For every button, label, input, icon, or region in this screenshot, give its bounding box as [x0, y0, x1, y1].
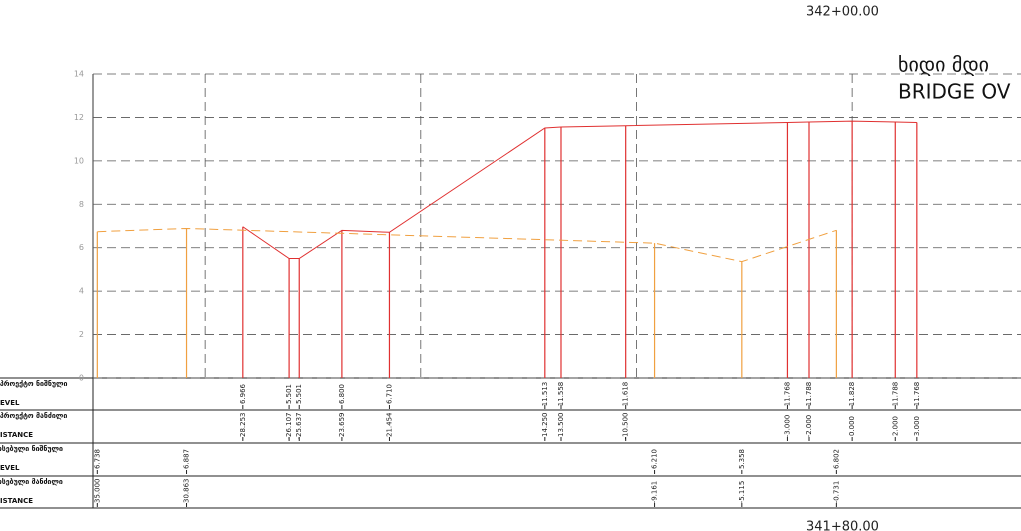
y-tick-label: 6 [79, 243, 84, 252]
distance-label: 0.000 [848, 416, 856, 436]
level-label: 5.501 [295, 384, 303, 404]
station-top: 342+00.00 [806, 5, 879, 20]
level-label: 6.710 [385, 384, 393, 404]
row-label: რსებული მანძილი [0, 478, 63, 486]
subtitle: BRIDGE OV [898, 80, 1011, 104]
level-label: 5.501 [285, 384, 293, 404]
level-label: 5.358 [738, 449, 746, 469]
y-tick-label: 4 [79, 287, 84, 296]
row-sublabel: EVEL [0, 399, 20, 407]
level-label: 11.768 [783, 382, 791, 407]
distance-label: -35.000 [93, 478, 101, 505]
distance-label: -23.659 [338, 412, 346, 439]
distance-label: -25.637 [295, 412, 303, 439]
distance-label: -0.731 [832, 481, 840, 504]
row-label: რსებული ნიშნული [0, 445, 63, 453]
y-tick-label: 10 [74, 156, 84, 165]
level-label: 11.558 [557, 382, 565, 407]
profile-line [97, 227, 837, 263]
distance-label: 2.000 [891, 416, 899, 436]
distance-label: -10.500 [622, 412, 630, 439]
level-label: 6.966 [239, 383, 247, 404]
row-sublabel: ISTANCE [0, 497, 33, 505]
row-label: აპროექტო ნიშნული [0, 380, 67, 388]
distance-label: -14.250 [541, 412, 549, 439]
y-tick-label: 14 [74, 70, 84, 79]
level-label: 11.788 [891, 382, 899, 407]
row-label: აპროექტო მანძილი [0, 412, 67, 420]
y-tick-label: 8 [79, 200, 84, 209]
station-bottom: 341+80.00 [806, 520, 879, 531]
title: ხიდი მდი [898, 53, 989, 77]
distance-label: -9.161 [651, 481, 659, 504]
distance-label: -2.000 [805, 415, 813, 438]
level-label: 6.802 [832, 449, 840, 469]
row-sublabel: EVEL [0, 464, 20, 472]
profile-line [242, 120, 917, 260]
distance-label: -26.107 [285, 412, 293, 439]
distance-label: -5.115 [738, 481, 746, 504]
level-label: 11.513 [541, 382, 549, 407]
y-tick-label: 0 [79, 374, 84, 383]
level-label: 6.887 [183, 449, 191, 469]
level-label: 11.828 [848, 382, 856, 407]
distance-label: -28.253 [239, 412, 247, 439]
y-tick-label: 2 [79, 330, 84, 339]
distance-label: 3.000 [913, 416, 921, 436]
table-grid [0, 377, 1021, 509]
distance-label: -30.863 [183, 478, 191, 505]
level-label: 11.788 [805, 382, 813, 407]
row-sublabel: ISTANCE [0, 431, 33, 439]
level-label: 11.768 [913, 382, 921, 407]
level-label: 6.738 [93, 449, 101, 469]
level-label: 6.210 [651, 449, 659, 469]
y-tick-label: 12 [74, 113, 84, 122]
distance-label: -3.000 [783, 415, 791, 438]
distance-label: -21.454 [385, 412, 393, 440]
level-label: 11.618 [622, 382, 630, 407]
level-label: 6.800 [338, 384, 346, 404]
distance-label: -13.500 [557, 412, 565, 439]
